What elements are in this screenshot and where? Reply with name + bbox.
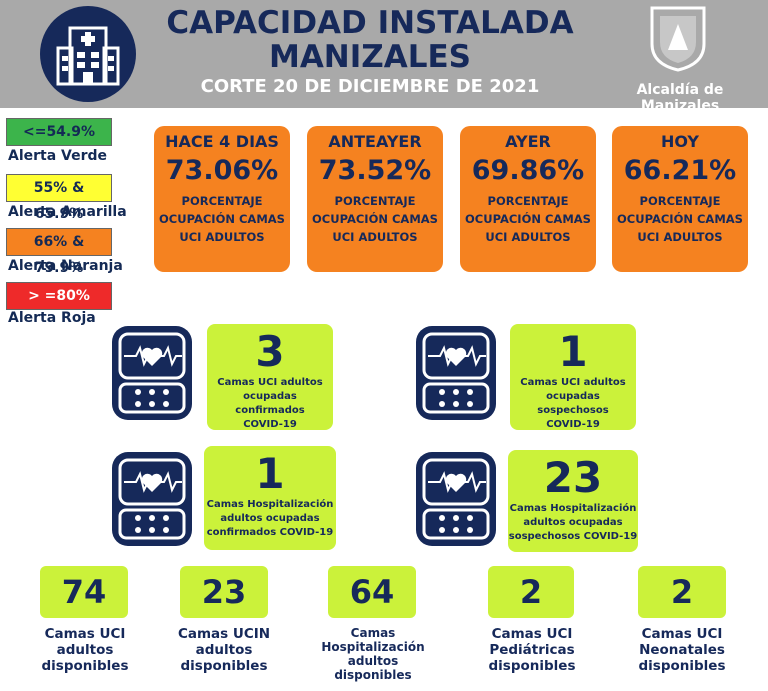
heart-monitor-icon xyxy=(416,452,496,546)
indicator-value: 1 xyxy=(558,327,588,376)
indicator-line: adultos ocupadas xyxy=(220,513,320,524)
page-title-line1: CAPACIDAD INSTALADA xyxy=(166,5,574,41)
indicator-card: 1 Camas Hospitalización adultos ocupadas… xyxy=(204,446,336,550)
occupancy-value: 69.86% xyxy=(471,155,585,186)
legend-label-amarilla: Alerta Amarilla xyxy=(8,204,127,220)
occupancy-description: PORCENTAJE OCUPACIÓN CAMAS UCI ADULTOS xyxy=(312,194,438,244)
indicator-line: Camas UCI adultos xyxy=(520,377,626,388)
indicator-card: 3 Camas UCI adultos ocupadas confirmados… xyxy=(207,324,333,430)
report-date: CORTE 20 DE DICIEMBRE DE 2021 xyxy=(200,76,540,97)
legend-label-verde: Alerta Verde xyxy=(8,148,108,164)
org-name: Alcaldía de Manizales xyxy=(636,82,724,114)
occupancy-day: HACE 4 DIAS xyxy=(165,132,279,151)
indicator-card: 23 Camas Hospitalización adultos ocupada… xyxy=(508,450,638,552)
heart-monitor-icon xyxy=(112,326,192,420)
availability-value: 2 xyxy=(488,566,574,618)
indicator-line: Camas Hospitalización xyxy=(509,503,637,514)
indicator-line: sospechosos COVID-19 xyxy=(508,531,638,542)
availability-label: Camas UCI adultos disponibles xyxy=(41,626,129,674)
indicator-card: 1 Camas UCI adultos ocupadas sospechosos… xyxy=(510,324,636,430)
indicator-line: COVID-19 xyxy=(546,419,600,430)
occupancy-card: ANTEAYER 73.52% PORCENTAJE OCUPACIÓN CAM… xyxy=(307,126,443,272)
occupancy-card: HACE 4 DIAS 73.06% PORCENTAJE OCUPACIÓN … xyxy=(154,126,290,272)
indicator-line: Camas UCI adultos xyxy=(217,377,323,388)
occupancy-value: 73.06% xyxy=(165,155,279,186)
indicator-line: COVID-19 xyxy=(243,419,297,430)
indicator-line: adultos ocupadas xyxy=(523,517,623,528)
legend-label-roja: Alerta Roja xyxy=(8,310,96,326)
header-banner: CAPACIDAD INSTALADA MANIZALES CORTE 20 D… xyxy=(0,0,768,114)
occupancy-description: PORCENTAJE OCUPACIÓN CAMAS UCI ADULTOS xyxy=(159,194,285,244)
indicator-value: 1 xyxy=(255,449,285,498)
legend-range-verde: <=54.9% xyxy=(6,118,112,146)
indicator-value: 23 xyxy=(543,453,603,502)
occupancy-value: 66.21% xyxy=(623,155,737,186)
availability-value: 23 xyxy=(180,566,268,618)
indicator-value: 3 xyxy=(255,327,285,376)
page-title-line2: MANIZALES xyxy=(268,39,472,75)
legend-range-naranja: 66% & 79.9% xyxy=(6,228,112,276)
hospital-icon xyxy=(40,6,136,102)
legend-range-amarilla: 55% & 65.9% xyxy=(6,174,112,222)
availability-value: 74 xyxy=(40,566,128,618)
heart-monitor-icon xyxy=(112,452,192,546)
legend-range-roja: > =80% xyxy=(6,282,112,310)
availability-value: 64 xyxy=(328,566,416,618)
availability-label: Camas UCI Neonatales disponibles xyxy=(638,626,726,674)
occupancy-day: ANTEAYER xyxy=(328,132,422,151)
availability-label: Camas UCI Pediátricas disponibles xyxy=(488,626,576,674)
shield-icon xyxy=(650,6,706,72)
indicator-line: confirmados COVID-19 xyxy=(206,527,334,538)
occupancy-day: HOY xyxy=(660,132,699,151)
legend-label-naranja: Alerta Naranja xyxy=(8,258,123,274)
occupancy-value: 73.52% xyxy=(318,155,432,186)
occupancy-card: AYER 69.86% PORCENTAJE OCUPACIÓN CAMAS U… xyxy=(460,126,596,272)
availability-value: 2 xyxy=(638,566,726,618)
occupancy-day: AYER xyxy=(505,132,551,151)
indicator-line: Camas Hospitalización xyxy=(206,499,334,510)
occupancy-description: PORCENTAJE OCUPACIÓN CAMAS UCI ADULTOS xyxy=(617,194,743,244)
heart-monitor-icon xyxy=(416,326,496,420)
indicator-line: ocupadas confirmados xyxy=(235,391,305,416)
availability-label: Camas UCIN adultos disponibles xyxy=(177,626,271,674)
indicator-line: ocupadas sospechosos xyxy=(537,391,609,416)
occupancy-description: PORCENTAJE OCUPACIÓN CAMAS UCI ADULTOS xyxy=(465,194,591,244)
occupancy-card: HOY 66.21% PORCENTAJE OCUPACIÓN CAMAS UC… xyxy=(612,126,748,272)
availability-label: Camas Hospitalización adultos disponibles xyxy=(321,626,425,682)
